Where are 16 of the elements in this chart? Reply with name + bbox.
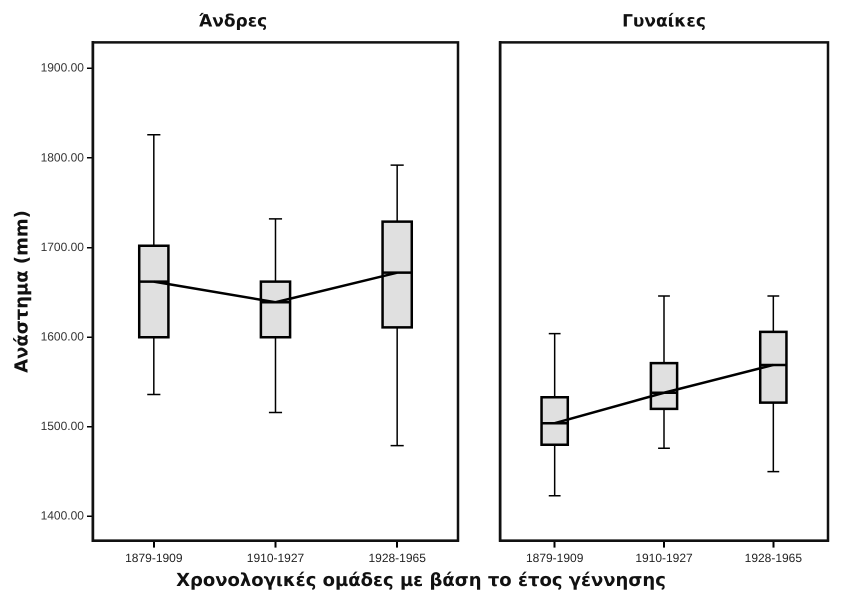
y-tick-label: 1900.00	[40, 60, 84, 75]
y-tick-label: 1500.00	[40, 419, 84, 434]
x-tick-label: 1928-1965	[744, 551, 802, 566]
x-tick-label: 1879-1909	[125, 551, 183, 566]
y-tick-label: 1400.00	[40, 508, 84, 523]
x-axis-title: Χρονολογικές ομάδες με βάση το έτος γέννησης	[175, 570, 667, 591]
y-tick-label: 1700.00	[40, 240, 84, 254]
x-tick-label: 1910-1927	[246, 551, 305, 566]
x-tick-label: 1928-1965	[368, 551, 426, 566]
y-tick-label: 1800.00	[40, 150, 84, 164]
x-tick-label: 1910-1927	[635, 551, 694, 566]
y-tick-label: 1600.00	[40, 330, 84, 344]
chart-title: Γυναίκες	[622, 12, 706, 32]
y-axis-title: Ανάστημα (mm)	[11, 210, 32, 373]
x-tick-label: 1879-1909	[526, 551, 584, 566]
chart-title: Άνδρες	[198, 12, 268, 32]
